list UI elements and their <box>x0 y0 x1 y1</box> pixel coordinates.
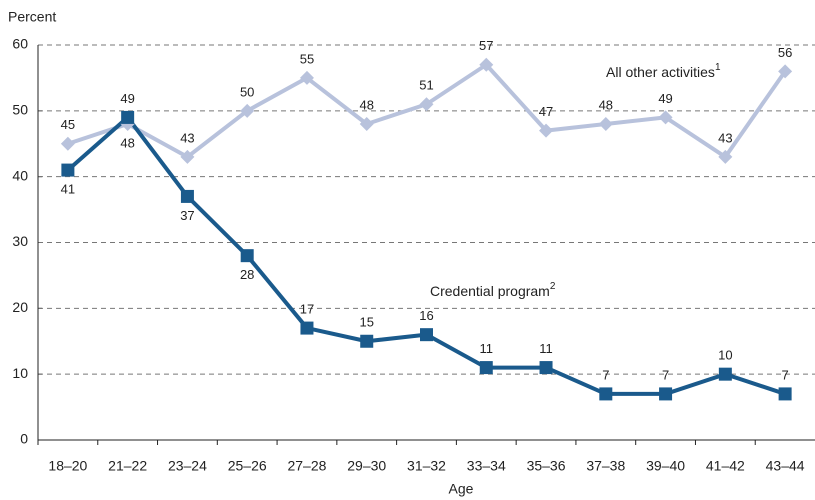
marker <box>479 57 494 72</box>
x-tick-label: 43–44 <box>766 458 805 474</box>
data-label: 55 <box>300 51 314 66</box>
marker <box>539 361 553 375</box>
data-label: 43 <box>718 130 732 145</box>
x-tick-label: 33–34 <box>467 458 506 474</box>
data-label: 28 <box>240 267 254 282</box>
y-tick-label: 30 <box>12 233 28 249</box>
marker <box>658 110 673 125</box>
series-name: All other activities <box>606 64 715 80</box>
marker <box>539 123 554 138</box>
x-tick-label: 21–22 <box>108 458 147 474</box>
marker <box>599 387 613 401</box>
marker <box>419 97 434 112</box>
x-tick-label: 41–42 <box>706 458 745 474</box>
data-label: 47 <box>539 104 553 119</box>
series-line <box>66 115 786 396</box>
marker <box>180 189 194 203</box>
marker <box>300 321 314 335</box>
marker <box>359 117 374 131</box>
x-axis-label: Age <box>449 481 474 497</box>
x-tick-label: 35–36 <box>527 458 566 474</box>
x-tick-label: 25–26 <box>228 458 267 474</box>
data-label: 45 <box>61 117 75 132</box>
marker <box>598 117 613 131</box>
x-tick-label: 31–32 <box>407 458 446 474</box>
x-tick-label: 27–28 <box>287 458 326 474</box>
data-label: 7 <box>781 367 788 382</box>
marker <box>61 163 75 177</box>
x-tick-label: 39–40 <box>646 458 685 474</box>
series-name: Credential program <box>430 283 550 299</box>
data-label: 49 <box>658 91 672 106</box>
data-label: 50 <box>240 84 254 99</box>
data-label: 41 <box>61 182 75 197</box>
data-label: 48 <box>120 135 134 150</box>
data-label: 49 <box>120 91 134 106</box>
marker <box>778 387 792 401</box>
marker <box>360 334 374 348</box>
data-label: 7 <box>662 367 669 382</box>
data-label: 17 <box>300 302 314 317</box>
marker <box>718 149 733 164</box>
y-tick-label: 10 <box>12 365 28 381</box>
data-label: 48 <box>599 97 613 112</box>
marker <box>60 136 75 151</box>
data-label: 11 <box>539 341 553 356</box>
footnote-marker: 2 <box>550 281 556 292</box>
marker <box>420 328 433 342</box>
y-tick-label: 0 <box>20 431 28 447</box>
data-label: 15 <box>359 315 373 330</box>
data-label: 11 <box>480 341 494 356</box>
marker <box>659 387 673 401</box>
y-axis-label: Percent <box>8 9 56 25</box>
y-tick-label: 20 <box>12 299 28 315</box>
y-tick-label: 50 <box>12 102 28 118</box>
marker <box>240 103 255 118</box>
marker <box>121 110 135 124</box>
y-tick-label: 60 <box>12 36 28 52</box>
x-tick-label: 29–30 <box>347 458 386 474</box>
data-label: 57 <box>479 38 493 53</box>
marker <box>299 70 314 85</box>
data-label: 37 <box>180 208 194 223</box>
data-label: 10 <box>718 348 732 363</box>
data-label: 56 <box>778 45 792 60</box>
x-tick-label: 23–24 <box>168 458 207 474</box>
series-label: Credential program2 <box>430 281 556 299</box>
data-label: 16 <box>419 308 433 323</box>
marker <box>479 361 493 375</box>
x-tick-label: 18–20 <box>48 458 87 474</box>
x-tick-label: 37–38 <box>586 458 625 474</box>
data-label: 51 <box>419 78 433 93</box>
y-tick-label: 40 <box>12 167 28 183</box>
marker <box>778 64 793 79</box>
data-label: 48 <box>359 97 373 112</box>
data-label: 7 <box>602 367 609 382</box>
series-label: All other activities1 <box>606 62 721 80</box>
footnote-marker: 1 <box>715 62 721 73</box>
data-label: 43 <box>180 130 194 145</box>
marker <box>718 367 732 381</box>
marker <box>180 149 195 164</box>
marker <box>240 249 254 263</box>
